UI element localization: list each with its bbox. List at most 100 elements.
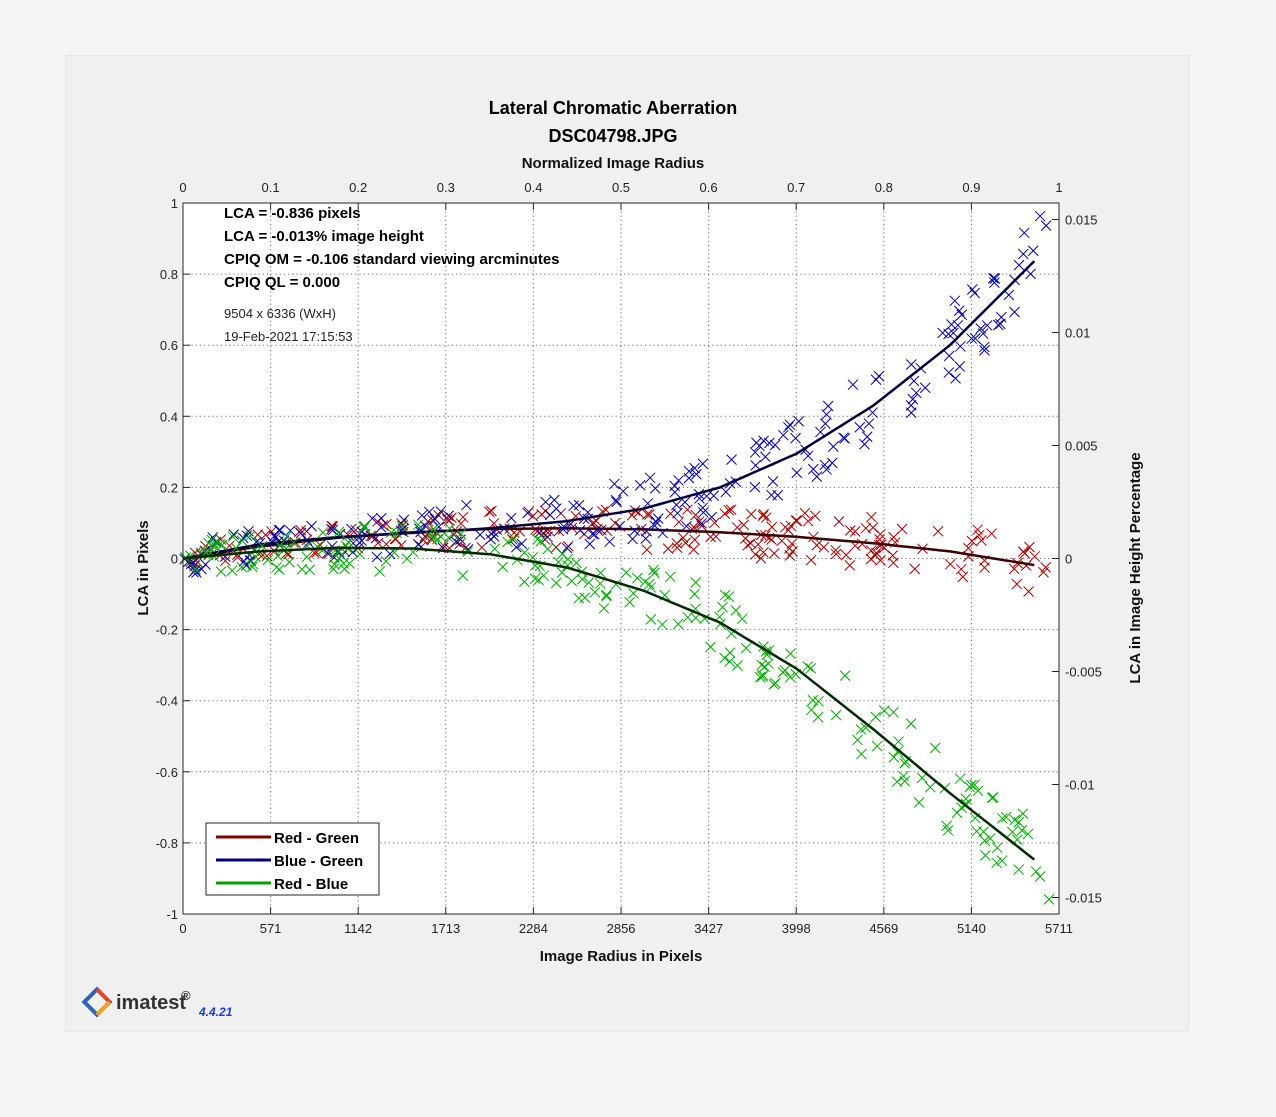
scatter-point [582, 506, 594, 518]
scatter-point [333, 526, 345, 538]
scatter-point [1011, 578, 1023, 590]
scatter-point [758, 508, 769, 520]
scatter-point [587, 528, 598, 540]
scatter-point [709, 517, 720, 529]
scatter-point [949, 295, 961, 307]
scatter-point [345, 523, 357, 535]
scatter-point [966, 535, 978, 547]
scatter-point [273, 524, 285, 536]
scatter-point [641, 544, 653, 556]
scatter-point [830, 544, 841, 556]
scatter-point [617, 485, 629, 497]
scatter-point [913, 797, 925, 808]
scatter-point [609, 478, 620, 490]
scatter-point [756, 659, 767, 671]
scatter-point [215, 566, 227, 577]
scatter-point [697, 458, 709, 470]
scatter-point [705, 531, 716, 543]
scatter-point [1007, 826, 1018, 838]
scatter-point [329, 559, 340, 570]
scatter-point [688, 544, 700, 556]
scatter-point [870, 711, 882, 723]
scatter-point [749, 447, 761, 458]
scatter-point [354, 537, 366, 549]
scatter-point [689, 588, 700, 600]
scatter-point [745, 508, 757, 520]
scatter-point [214, 538, 226, 550]
scatter-point [1040, 220, 1052, 231]
scatter-point [807, 694, 819, 706]
x-tick-label: 2856 [607, 921, 636, 936]
scatter-point [457, 570, 469, 581]
scatter-point [598, 602, 610, 614]
scatter-point [956, 309, 968, 321]
scatter-point [649, 483, 661, 494]
x-tick-label: 4569 [869, 921, 898, 936]
scatter-point [256, 540, 268, 552]
x-tick-label: 2284 [519, 921, 548, 936]
scatter-point [628, 588, 639, 599]
scatter-point [246, 561, 258, 573]
scatter-point [755, 552, 767, 564]
scatter-point [416, 510, 428, 521]
y-tick-label: -0.4 [156, 694, 178, 709]
scatter-point [849, 526, 861, 537]
scatter-point [784, 419, 796, 431]
scatter-point [649, 567, 660, 579]
scatter-point [696, 517, 707, 529]
scatter-point [942, 825, 954, 836]
scatter-point [301, 551, 313, 563]
scatter-point [955, 563, 967, 575]
scatter-point [785, 648, 796, 659]
scatter-point [717, 601, 728, 613]
scatter-point [571, 557, 582, 569]
scatter-point [907, 393, 919, 405]
scatter-point [738, 519, 750, 531]
scatter-point [726, 454, 737, 465]
scatter-point [799, 507, 811, 519]
lca-chart: Lateral Chromatic Aberration DSC04798.JP… [81, 98, 1144, 1019]
scatter-point [611, 496, 622, 508]
scatter-point [672, 507, 683, 519]
scatter-point [446, 512, 457, 524]
scatter-point [190, 563, 201, 575]
y-axis-label: LCA in Pixels [135, 520, 152, 615]
scatter-point [855, 724, 867, 735]
scatter-point [284, 525, 296, 537]
x2-tick-label: 0.2 [349, 180, 367, 195]
scatter-point [986, 792, 998, 804]
scatter-point [505, 512, 517, 524]
x-tick-label: 3427 [694, 921, 723, 936]
scatter-point [632, 572, 643, 584]
scatter-point [840, 549, 852, 561]
scatter-point [583, 577, 595, 589]
annotation-image-size: 9504 x 6336 (WxH) [224, 306, 336, 321]
scatter-point [793, 416, 805, 427]
y2-tick-label: -0.01 [1065, 778, 1095, 793]
scatter-point [758, 435, 770, 447]
scatter-point [992, 319, 1004, 331]
scatter-point [354, 548, 366, 560]
y-tick-label: 1 [171, 196, 178, 211]
x2-tick-label: 0.6 [700, 180, 718, 195]
scatter-point [634, 479, 646, 491]
scatter-point [532, 534, 543, 545]
scatter-point [455, 528, 467, 540]
scatter-point [556, 567, 568, 578]
scatter-point [328, 563, 339, 575]
scatter-point [818, 541, 830, 553]
scatter-point [216, 539, 228, 551]
imatest-logo-icon [81, 986, 113, 1018]
scatter-point [641, 525, 652, 537]
scatter-point [1009, 306, 1020, 318]
scatter-point [757, 510, 769, 522]
scatter-point [595, 524, 607, 536]
scatter-point [954, 341, 966, 352]
scatter-point [191, 567, 202, 578]
scatter-point [1008, 563, 1020, 575]
scatter-point [972, 524, 983, 536]
scatter-point [614, 520, 626, 532]
y2-tick-label: 0.015 [1065, 212, 1098, 227]
x2-tick-label: 0.3 [437, 180, 455, 195]
scatter-point [620, 567, 632, 578]
